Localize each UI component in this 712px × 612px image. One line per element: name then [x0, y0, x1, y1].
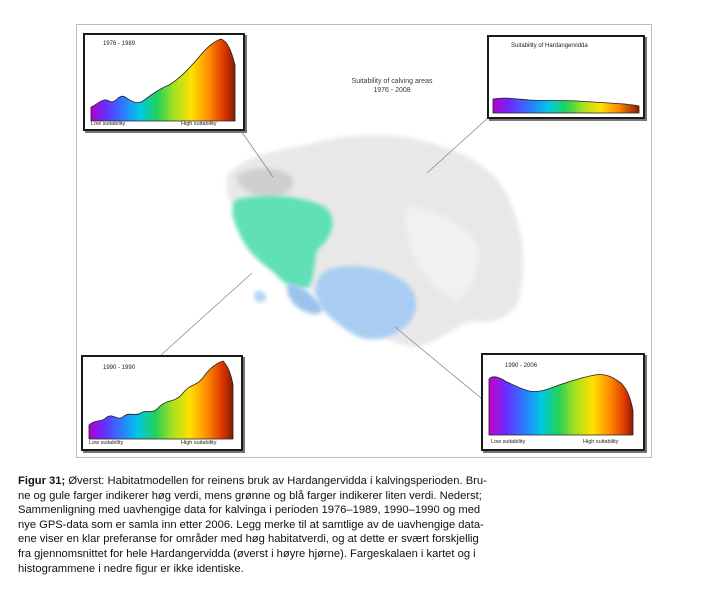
histogram-inset-bottom-right: 1990 - 2006 Low suitability High suitabi…	[481, 353, 645, 451]
inset-low-label-bottom-left: Low suitability	[89, 440, 124, 446]
histogram-inset-top-left: 1976 - 1989 Low suitability High suitabi…	[83, 33, 245, 131]
caption-line-4: nye GPS-data som er samla inn etter 2006…	[18, 518, 484, 531]
leader-line-top-right	[426, 116, 490, 174]
caption-line-1: Figur 31; Øverst: Habitatmodellen for re…	[18, 474, 706, 489]
inset-high-label-bottom-left: High suitability	[181, 440, 217, 446]
histogram-bottom-left	[88, 360, 234, 440]
inset-period-bottom-right: 1990 - 2006	[505, 363, 538, 369]
leader-line-top-left	[236, 124, 274, 178]
figure-caption: Figur 31; Øverst: Habitatmodellen for re…	[18, 474, 706, 576]
figure-frame: Suitability of calving areas 1976 - 2008…	[76, 24, 652, 458]
caption-line-5: ene viser en klar preferanse for områder…	[18, 533, 479, 546]
leader-line-bottom-left	[160, 272, 253, 356]
map-region-east	[405, 205, 479, 300]
leader-line-bottom-right	[394, 326, 488, 404]
inset-low-label-top-left: Low suitability	[91, 121, 126, 127]
caption-line-6: fra gjennomsnittet for hele Hardangervid…	[18, 547, 476, 560]
histogram-bottom-right	[488, 374, 634, 436]
caption-lead: Figur 31;	[18, 475, 66, 487]
habitat-map	[160, 116, 524, 404]
map-region-blue-spot	[253, 290, 267, 303]
caption-line-3: Sammenligning med uavhengige data for ka…	[18, 504, 481, 517]
map-title-line2: 1976 - 2008	[373, 87, 411, 94]
caption-line-1-text: Øverst: Habitatmodellen for reinens bruk…	[65, 475, 487, 487]
histogram-inset-bottom-left: 1990 - 1990 Low suitability High suitabi…	[81, 355, 243, 451]
map-title: Suitability of calving areas 1976 - 2008	[327, 77, 457, 95]
histogram-top-right	[492, 97, 640, 114]
inset-period-bottom-left: 1990 - 1990	[103, 365, 136, 371]
map-title-line1: Suitability of calving areas	[351, 78, 433, 85]
histogram-inset-top-right: Suitability of Hardangervidda	[487, 35, 645, 119]
map-region-blue-tail	[286, 283, 323, 314]
map-region-green	[232, 195, 333, 289]
map-region-grey-north	[237, 168, 293, 198]
inset-high-label-top-left: High suitability	[181, 121, 217, 127]
map-region-blue	[315, 265, 417, 340]
histogram-top-left	[90, 38, 236, 122]
inset-period-top-left: 1976 - 1989	[103, 41, 136, 47]
caption-line-7: histogrammene i nedre figur er ikke iden…	[18, 562, 244, 575]
inset-period-top-right: Suitability of Hardangervidda	[511, 43, 588, 49]
caption-line-2: ne og gule farger indikerer høg verdi, m…	[18, 489, 482, 502]
inset-high-label-bottom-right: High suitability	[583, 439, 619, 445]
inset-low-label-bottom-right: Low suitability	[491, 439, 526, 445]
